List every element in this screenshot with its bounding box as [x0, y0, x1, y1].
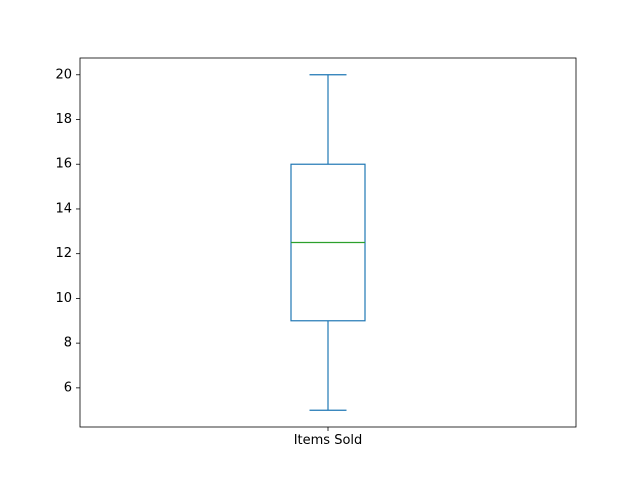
y-tick-label: 18 [55, 112, 72, 127]
y-tick-label: 10 [55, 291, 72, 306]
plot-area [79, 57, 577, 428]
y-tick-label: 12 [55, 246, 72, 261]
x-axis: Items Sold [294, 427, 363, 448]
y-tick-label: 20 [55, 67, 72, 82]
y-tick-label: 8 [64, 336, 72, 351]
y-axis: 6 8 10 12 14 16 18 20 [55, 67, 80, 395]
box-1 [290, 74, 366, 411]
y-tick-label: 16 [55, 157, 72, 172]
x-tick-label: Items Sold [294, 433, 363, 448]
y-tick-label: 14 [55, 201, 72, 216]
y-tick-label: 6 [64, 380, 72, 395]
